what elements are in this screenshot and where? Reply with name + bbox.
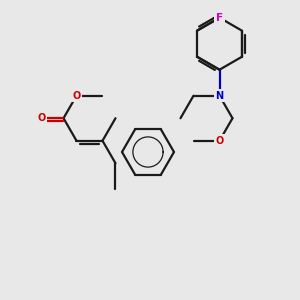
Text: O: O [215, 136, 223, 146]
Text: O: O [37, 113, 46, 123]
Text: F: F [216, 13, 223, 23]
Text: O: O [72, 91, 81, 101]
Text: N: N [215, 91, 223, 101]
